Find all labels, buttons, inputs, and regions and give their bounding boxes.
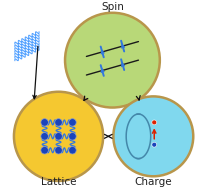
Circle shape	[69, 119, 76, 126]
Circle shape	[14, 92, 103, 181]
Circle shape	[113, 96, 193, 176]
Circle shape	[65, 13, 160, 108]
Circle shape	[152, 120, 157, 125]
Circle shape	[41, 146, 48, 154]
Circle shape	[69, 133, 76, 140]
Text: Lattice: Lattice	[41, 177, 76, 187]
Circle shape	[152, 142, 157, 147]
Circle shape	[55, 119, 62, 126]
Circle shape	[55, 133, 62, 140]
Circle shape	[55, 146, 62, 154]
Circle shape	[41, 119, 48, 126]
Circle shape	[69, 146, 76, 154]
Text: Spin: Spin	[101, 2, 124, 12]
Circle shape	[41, 133, 48, 140]
Text: Charge: Charge	[134, 177, 172, 187]
